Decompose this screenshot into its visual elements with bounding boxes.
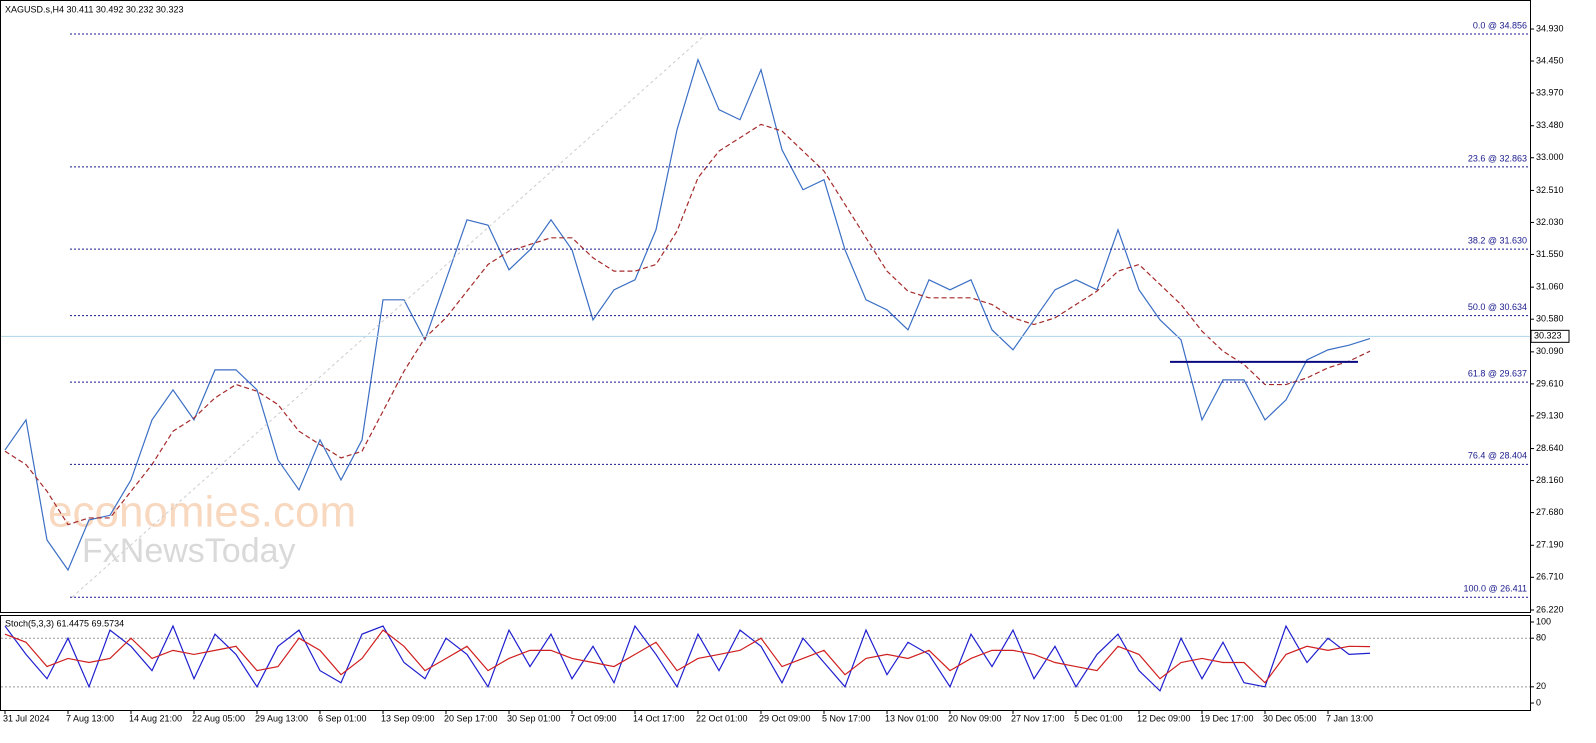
x-tick-label: 30 Dec 05:00 — [1263, 713, 1317, 723]
x-tick-label: 31 Jul 2024 — [3, 713, 50, 723]
y-tick-label: 100 — [1536, 616, 1551, 626]
fib-label: 50.0 @ 30.634 — [1468, 302, 1527, 312]
x-tick-label: 5 Dec 01:00 — [1074, 713, 1123, 723]
last-price-label: 30.323 — [1534, 331, 1562, 341]
fib-label: 61.8 @ 29.637 — [1468, 368, 1527, 378]
last-price-box — [1530, 329, 1570, 343]
fib-label: 100.0 @ 26.411 — [1463, 584, 1527, 594]
series-line — [4, 624, 1371, 692]
y-tick-label: 29.130 — [1536, 410, 1564, 420]
y-tick-label: 30.580 — [1536, 314, 1564, 324]
y-tick-label: 30.090 — [1536, 346, 1564, 356]
y-tick-label: 80 — [1536, 633, 1546, 643]
y-tick-label: 29.610 — [1536, 378, 1564, 388]
watermark: economies.com — [48, 488, 356, 537]
y-tick-label: 27.190 — [1536, 540, 1564, 550]
x-tick-label: 7 Oct 09:00 — [570, 713, 617, 723]
y-tick-label: 28.640 — [1536, 443, 1564, 453]
x-tick-label: 20 Sep 17:00 — [444, 713, 498, 723]
series-line — [4, 629, 1371, 684]
fib-label: 76.4 @ 28.404 — [1468, 451, 1527, 461]
x-tick-label: 30 Sep 01:00 — [507, 713, 561, 723]
series-line — [4, 123, 1371, 526]
x-tick-label: 13 Sep 09:00 — [381, 713, 435, 723]
y-tick-label: 0 — [1536, 697, 1541, 707]
x-tick-label: 27 Nov 17:00 — [1011, 713, 1065, 723]
fib-label: 38.2 @ 31.630 — [1468, 236, 1527, 246]
x-tick-label: 22 Aug 05:00 — [192, 713, 245, 723]
series-line — [4, 57, 1371, 572]
x-tick-label: 5 Nov 17:00 — [822, 713, 871, 723]
x-tick-label: 29 Oct 09:00 — [759, 713, 811, 723]
y-tick-label: 32.030 — [1536, 217, 1564, 227]
x-tick-label: 13 Nov 01:00 — [885, 713, 939, 723]
x-tick-label: 29 Aug 13:00 — [255, 713, 308, 723]
y-tick-label: 26.710 — [1536, 572, 1564, 582]
main-frame — [0, 0, 1531, 613]
y-tick-label: 32.510 — [1536, 185, 1564, 195]
watermark: FxNewsToday — [82, 532, 296, 570]
stoch-title: Stoch(5,3,3) 61.4475 69.5734 — [5, 618, 124, 628]
y-tick-label: 34.930 — [1536, 23, 1564, 33]
x-tick-label: 7 Jan 13:00 — [1326, 713, 1373, 723]
x-tick-label: 20 Nov 09:00 — [948, 713, 1002, 723]
y-tick-label: 31.060 — [1536, 282, 1564, 292]
x-tick-label: 19 Dec 17:00 — [1200, 713, 1254, 723]
x-tick-label: 7 Aug 13:00 — [66, 713, 114, 723]
y-tick-label: 26.220 — [1536, 604, 1564, 614]
x-tick-label: 6 Sep 01:00 — [318, 713, 367, 723]
y-tick-label: 20 — [1536, 681, 1546, 691]
x-tick-label: 22 Oct 01:00 — [696, 713, 748, 723]
x-tick-label: 14 Oct 17:00 — [633, 713, 685, 723]
y-tick-label: 33.970 — [1536, 87, 1564, 97]
stoch-frame — [0, 615, 1531, 711]
y-tick-label: 28.160 — [1536, 475, 1564, 485]
x-tick-label: 12 Dec 09:00 — [1137, 713, 1191, 723]
y-tick-label: 31.550 — [1536, 249, 1564, 259]
y-tick-label: 33.000 — [1536, 152, 1564, 162]
y-tick-label: 27.680 — [1536, 507, 1564, 517]
chart-title: XAGUSD.s,H4 30.411 30.492 30.232 30.323 — [5, 4, 183, 14]
x-tick-label: 14 Aug 21:00 — [129, 713, 182, 723]
fib-label: 23.6 @ 32.863 — [1468, 153, 1527, 163]
fib-label: 0.0 @ 34.856 — [1473, 20, 1527, 30]
y-tick-label: 34.450 — [1536, 55, 1564, 65]
y-tick-label: 33.480 — [1536, 120, 1564, 130]
